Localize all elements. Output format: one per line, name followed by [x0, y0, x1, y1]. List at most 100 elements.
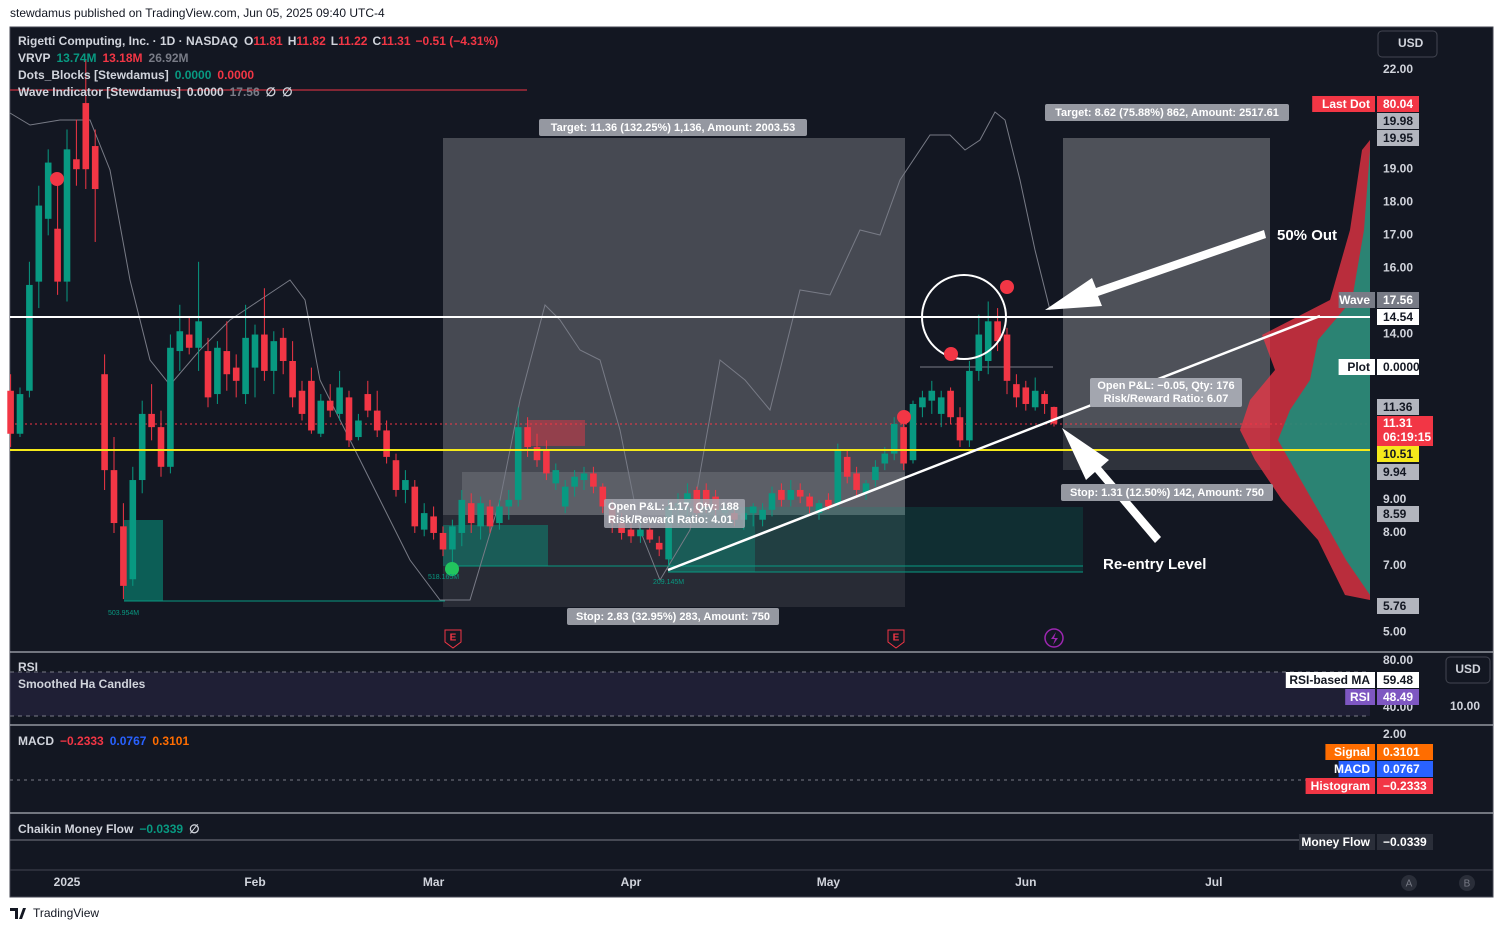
candle-body: [580, 473, 588, 481]
indicator-value: 17.56: [230, 85, 260, 99]
signal-dot: [445, 562, 459, 576]
candle-body: [420, 513, 428, 530]
tag-name: Signal: [1334, 745, 1370, 759]
candle-body: [796, 489, 804, 497]
scale-button[interactable]: [1401, 875, 1417, 891]
y-tick-label: 19.00: [1383, 161, 1413, 175]
label-box: [1090, 378, 1242, 407]
y-tick-label: 9.00: [1383, 492, 1407, 506]
event-label[interactable]: E: [893, 633, 900, 644]
candle-body: [966, 370, 973, 441]
dividend-marker[interactable]: [1044, 628, 1064, 648]
tag-value-box: [1377, 96, 1419, 112]
y-tick-label: 2.00: [1383, 727, 1407, 741]
candle-body: [82, 103, 90, 170]
indicator-value: 0.0000: [175, 68, 212, 82]
candle-body: [975, 334, 983, 371]
candle-body: [496, 506, 503, 524]
ohlc-value: 11.22: [338, 34, 368, 48]
event-marker[interactable]: [444, 629, 462, 649]
candle-body: [355, 420, 362, 438]
event-marker[interactable]: [887, 629, 905, 649]
indicator-value: 13.74M: [56, 51, 96, 65]
candle-body: [787, 489, 795, 500]
scale-button-label[interactable]: B: [1464, 879, 1471, 890]
candle-body: [73, 159, 80, 170]
tag-value-box: [1377, 130, 1419, 146]
chart-frame: [9, 26, 1494, 898]
wave-line: [9, 111, 1051, 601]
pane-value: −0.2333: [60, 734, 104, 748]
currency-button[interactable]: [1377, 30, 1438, 58]
tag-name-box: [1299, 834, 1375, 850]
candle-body: [637, 529, 644, 537]
tag-value: 17.56: [1383, 293, 1413, 307]
tag-value-box: [1377, 309, 1419, 325]
tag-name: Plot: [1347, 360, 1370, 374]
candle-body: [543, 450, 550, 474]
event-label[interactable]: E: [450, 633, 457, 644]
candle-body: [157, 427, 165, 467]
pnl-label: Open P&L: 1.17, Qty: 188: [608, 501, 739, 513]
candle-body: [834, 450, 842, 504]
tag-value: 8.59: [1383, 507, 1407, 521]
currency-label[interactable]: USD: [1398, 36, 1424, 50]
last-price: 11.31: [1383, 416, 1413, 430]
candle-body: [214, 347, 221, 395]
candle-body: [289, 360, 296, 398]
ohlc-label: C: [372, 34, 381, 48]
candle-body: [533, 446, 541, 461]
candle-body: [1022, 387, 1030, 404]
tag-value: 14.54: [1383, 310, 1413, 324]
candle-body: [16, 394, 24, 434]
candle-body: [336, 387, 343, 414]
tag-value: 48.49: [1383, 690, 1413, 704]
candle-body: [383, 430, 390, 457]
currency-label[interactable]: USD: [1455, 662, 1481, 676]
tag-value: 11.36: [1383, 400, 1413, 414]
candle-body: [63, 149, 71, 282]
candle-body: [223, 351, 231, 375]
candle-body: [486, 506, 494, 527]
indicator-value: ∅: [266, 85, 276, 99]
tag-name: RSI-based MA: [1289, 673, 1370, 687]
candle-body: [1050, 406, 1058, 424]
scale-label: 10.00: [1450, 699, 1480, 713]
tag-name: Money Flow: [1301, 835, 1370, 849]
logo: [10, 908, 26, 919]
tag-value: 0.3101: [1383, 745, 1420, 759]
scale-button-label[interactable]: A: [1406, 879, 1413, 890]
candle-body: [91, 146, 99, 190]
countdown: 06:19:15: [1383, 430, 1431, 444]
candle-body: [430, 516, 437, 533]
tag-value: 19.95: [1383, 131, 1413, 145]
candle-body: [326, 400, 334, 411]
candle-body: [402, 480, 409, 490]
candle-body: [684, 493, 691, 504]
label-box: [604, 499, 745, 528]
ohlc-label: H: [288, 34, 297, 48]
dividend-icon: [1051, 632, 1058, 645]
change: −0.51 (−4.31%): [416, 34, 499, 48]
tag-value-box: [1377, 399, 1419, 415]
y-tick-label: 17.00: [1383, 228, 1413, 242]
candle-body: [439, 532, 447, 550]
scale-button[interactable]: [1459, 875, 1475, 891]
candle-body: [110, 470, 118, 524]
indicator-legend: Wave Indicator [Stewdamus] 0.0000 17.56 ∅ ∅: [18, 85, 293, 99]
candle-body: [392, 460, 400, 490]
candle-body: [590, 473, 597, 487]
pane-title: Smoothed Ha Candles: [18, 677, 146, 691]
candle-body: [1031, 390, 1039, 408]
tag-value-box: [1377, 744, 1433, 760]
candle-body: [373, 410, 381, 431]
currency-button[interactable]: [1445, 656, 1491, 684]
candle-body: [768, 493, 776, 510]
ohlc-value: 11.81: [253, 34, 283, 48]
tag-name-box: [1285, 672, 1375, 688]
tag-name-box: [1305, 778, 1375, 794]
signal-dot: [1000, 280, 1014, 294]
trend-line: [667, 314, 1321, 572]
